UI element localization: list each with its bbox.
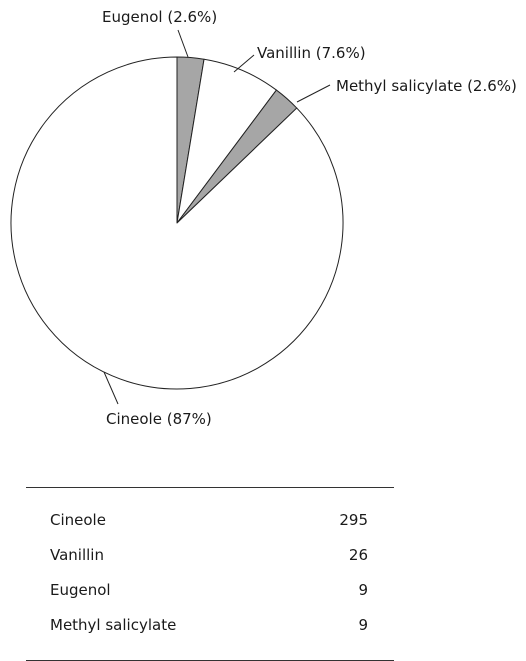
slice-label: Methyl salicylate (2.6%) <box>336 77 517 95</box>
pie-slice-cineole <box>10 56 344 390</box>
leader-line <box>296 84 331 103</box>
label-leader-lines <box>103 29 331 405</box>
leader-line <box>177 29 189 58</box>
data-table: Cineole 295 Vanillin 26 Eugenol 9 Methyl… <box>26 487 394 661</box>
slice-label: Cineole (87%) <box>106 410 212 428</box>
table-row: Methyl salicylate 9 <box>26 607 394 642</box>
row-value: 26 <box>348 545 368 564</box>
leader-line <box>103 371 119 405</box>
leader-line <box>233 54 255 73</box>
row-value: 9 <box>358 615 368 634</box>
table-row: Eugenol 9 <box>26 572 394 607</box>
row-name: Methyl salicylate <box>50 615 177 634</box>
table-row: Vanillin 26 <box>26 537 394 572</box>
row-name: Vanillin <box>50 545 104 564</box>
row-name: Cineole <box>50 510 106 529</box>
pie-slices <box>10 56 344 390</box>
row-name: Eugenol <box>50 580 111 599</box>
row-value: 295 <box>339 510 368 529</box>
slice-label: Eugenol (2.6%) <box>102 8 217 26</box>
table-row: Cineole 295 <box>26 502 394 537</box>
table-rows: Cineole 295 Vanillin 26 Eugenol 9 Methyl… <box>26 488 394 660</box>
slice-label: Vanillin (7.6%) <box>257 44 366 62</box>
slice-labels: Eugenol (2.6%) Vanillin (7.6%) Methyl sali… <box>102 8 517 428</box>
row-value: 9 <box>358 580 368 599</box>
pie-chart: Eugenol (2.6%) Vanillin (7.6%) Methyl sali… <box>10 8 517 428</box>
